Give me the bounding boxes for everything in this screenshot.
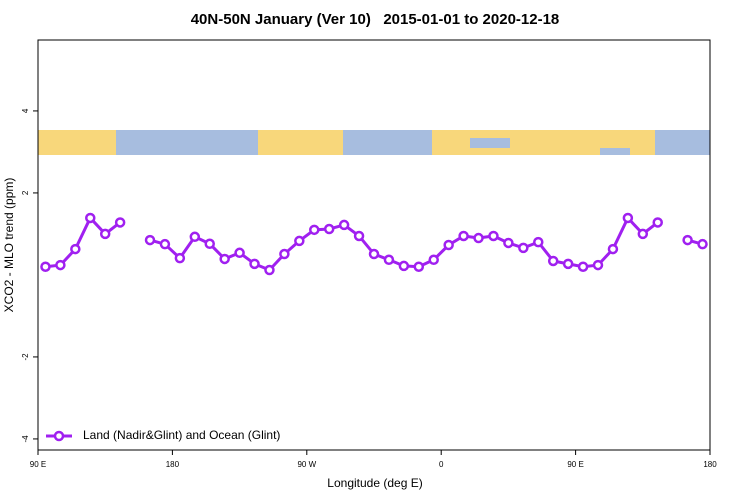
point <box>622 212 634 224</box>
x-tick-label: 180 <box>703 460 717 469</box>
point <box>682 234 693 246</box>
point <box>219 253 230 265</box>
y-tick-label: -4 <box>21 435 30 443</box>
point <box>577 261 589 272</box>
point <box>264 264 275 276</box>
map-strip <box>38 130 710 155</box>
point <box>279 248 290 260</box>
point <box>99 228 111 240</box>
point <box>294 235 305 247</box>
point <box>652 217 663 228</box>
legend-label: Land (Nadir&Glint) and Ocean (Glint) <box>83 428 280 442</box>
x-tick-label: 90 E <box>567 460 583 469</box>
point <box>488 230 499 242</box>
point <box>697 238 708 250</box>
plot-frame <box>37 39 711 451</box>
y-tick-label: -2 <box>21 353 30 361</box>
y-axis-label: XCO2 - MLO trend (ppm) <box>2 178 16 313</box>
legend-marker <box>53 430 65 442</box>
point <box>368 248 380 260</box>
y-tick-label: 2 <box>21 190 30 195</box>
x-tick-label: 0 <box>439 460 444 469</box>
point <box>40 261 51 272</box>
point <box>204 238 215 250</box>
point <box>592 259 604 271</box>
point <box>189 231 201 243</box>
point <box>443 239 454 251</box>
x-tick-label: 90 E <box>30 460 46 469</box>
point <box>353 230 365 242</box>
point <box>144 234 156 246</box>
point <box>458 230 469 242</box>
point <box>637 228 649 240</box>
point <box>85 212 96 224</box>
point <box>503 237 514 249</box>
point <box>338 219 350 231</box>
point <box>518 242 529 254</box>
point <box>159 238 171 250</box>
point <box>55 259 66 271</box>
point <box>547 255 559 267</box>
point <box>413 261 425 272</box>
point <box>383 254 395 266</box>
series-line <box>45 215 703 272</box>
point <box>234 247 245 259</box>
x-tick-label: 90 W <box>297 460 316 469</box>
y-tick-label: 4 <box>21 108 30 113</box>
point <box>428 254 439 266</box>
point <box>473 232 484 244</box>
point <box>114 217 126 228</box>
point <box>249 258 260 270</box>
chart-title: 40N-50N January (Ver 10) 2015-01-01 to 2… <box>191 11 560 28</box>
point <box>398 260 410 272</box>
point <box>70 243 81 255</box>
point <box>607 243 619 255</box>
point <box>174 252 186 264</box>
point <box>309 224 320 236</box>
x-tick-label: 180 <box>166 460 180 469</box>
point <box>562 258 574 270</box>
point <box>323 223 335 235</box>
point <box>533 236 544 248</box>
x-axis-label: Longitude (deg E) <box>327 476 422 490</box>
